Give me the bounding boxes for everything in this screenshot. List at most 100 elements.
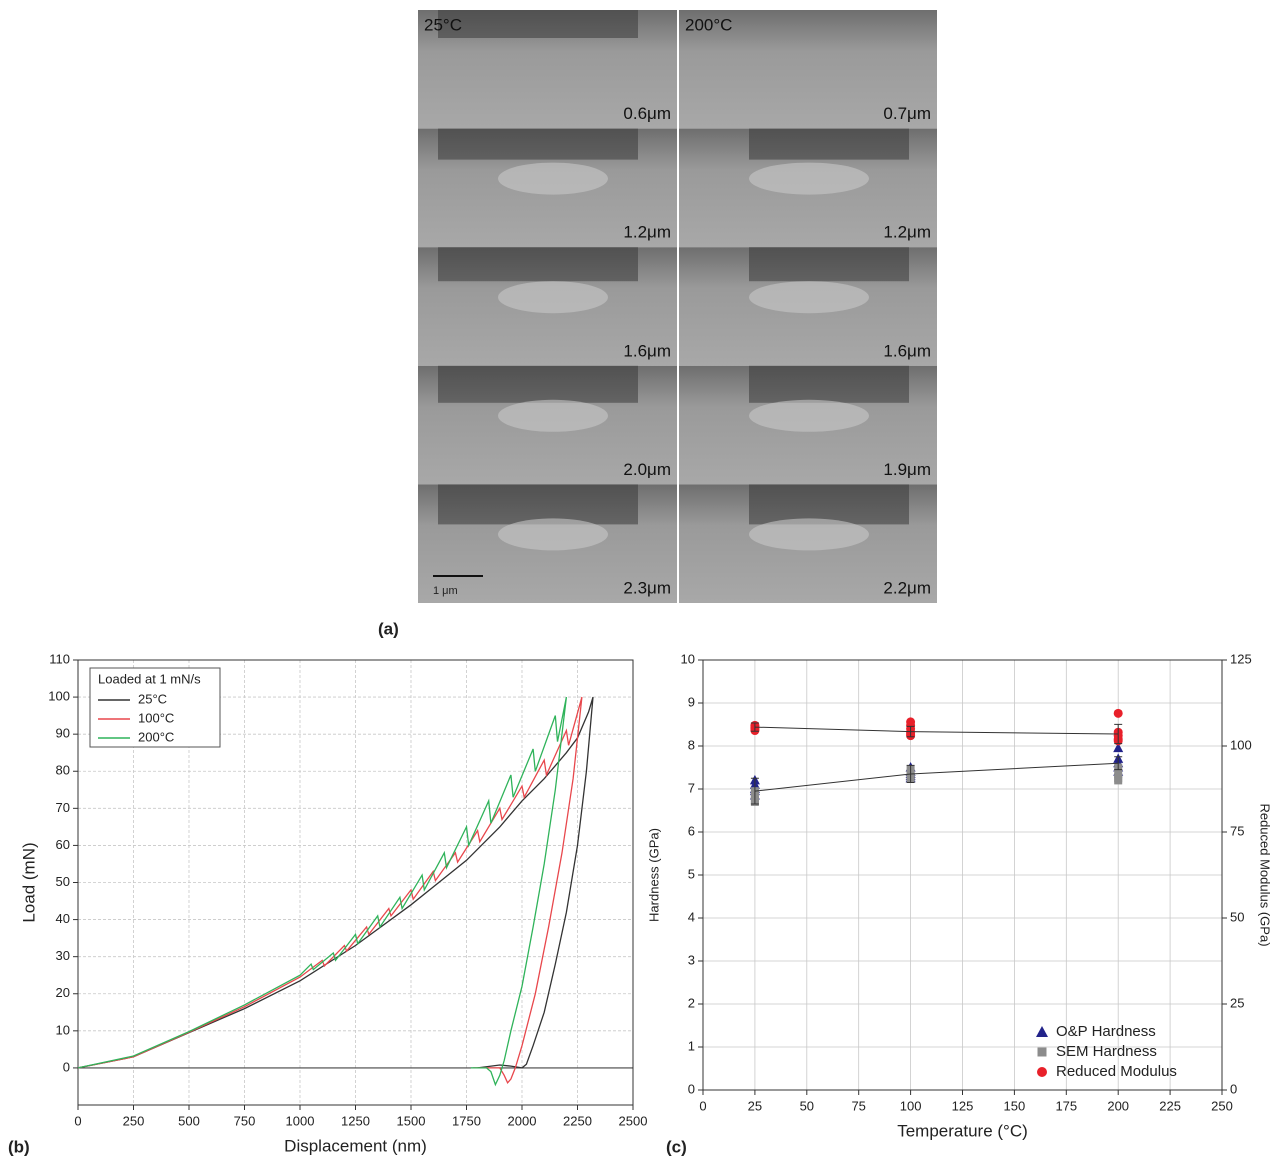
- y-tick-label: 9: [688, 694, 695, 709]
- x-tick-label: 225: [1159, 1098, 1181, 1113]
- x-tick-label: 150: [1004, 1098, 1026, 1113]
- x-tick-label: 1250: [341, 1113, 370, 1128]
- panel-label: (c): [666, 1137, 687, 1156]
- indent-shadow: [749, 247, 909, 282]
- x-axis-title: Displacement (nm): [284, 1136, 427, 1155]
- error-bar: [906, 725, 915, 738]
- legend-swatch: [1037, 1047, 1047, 1057]
- x-tick-label: 100: [900, 1098, 922, 1113]
- column-title: 25°C: [424, 15, 462, 34]
- legend-box: [89, 667, 221, 748]
- x-tick-label: 1500: [397, 1113, 426, 1128]
- pileup: [498, 518, 608, 551]
- pileup: [749, 399, 869, 432]
- y-tick-label: 70: [56, 800, 70, 815]
- indent-shadow: [749, 128, 909, 160]
- x-tick-label: 250: [1211, 1098, 1233, 1113]
- legend-label: Reduced Modulus: [1056, 1063, 1177, 1080]
- y2-tick-label: 75: [1230, 823, 1244, 838]
- x-tick-label: 2000: [508, 1113, 537, 1128]
- y-tick-label: 50: [56, 874, 70, 889]
- plot-frame: [702, 659, 1223, 1091]
- panel-label: (a): [378, 619, 399, 638]
- x-tick-label: 2500: [619, 1113, 648, 1128]
- y2-tick-label: 125: [1230, 651, 1252, 666]
- y-tick-label: 2: [688, 995, 695, 1010]
- plot-frame: [77, 659, 634, 1106]
- series-line: [77, 696, 583, 1084]
- x-tick-label: 75: [851, 1098, 865, 1113]
- legend-label: 25°C: [138, 691, 167, 706]
- x-tick-label: 1750: [452, 1113, 481, 1128]
- x-axis-title: Temperature (°C): [897, 1121, 1028, 1140]
- pileup: [498, 399, 608, 432]
- depth-label: 2.0μm: [623, 460, 671, 479]
- x-tick-label: 750: [234, 1113, 256, 1128]
- y2-tick-label: 25: [1230, 995, 1244, 1010]
- x-tick-label: 250: [123, 1113, 145, 1128]
- pileup: [749, 518, 869, 551]
- point: [1114, 776, 1123, 785]
- series-line: [754, 762, 1119, 792]
- indent-shadow: [438, 484, 638, 525]
- x-tick-label: 50: [800, 1098, 814, 1113]
- legend-label: 100°C: [138, 710, 174, 725]
- x-tick-label: 1000: [286, 1113, 315, 1128]
- error-bar: [750, 722, 759, 732]
- y-tick-label: 100: [48, 689, 70, 704]
- error-bar: [1114, 756, 1123, 771]
- y2-axis-title: Reduced Modulus (GPa): [1258, 803, 1273, 946]
- x-tick-label: 200: [1107, 1098, 1129, 1113]
- y2-tick-label: 0: [1230, 1081, 1237, 1096]
- pileup: [498, 162, 608, 195]
- y-tick-label: 110: [49, 651, 70, 666]
- legend-swatch: [1036, 1026, 1048, 1037]
- legend-title: Loaded at 1 mN/s: [98, 671, 201, 686]
- y-tick-label: 20: [56, 985, 70, 1000]
- indent-shadow: [438, 365, 638, 403]
- point: [1113, 742, 1124, 753]
- pileup: [749, 162, 869, 195]
- panel-label: (b): [8, 1137, 30, 1156]
- depth-label: 0.6μm: [623, 104, 671, 123]
- x-tick-label: 175: [1055, 1098, 1077, 1113]
- x-tick-label: 0: [74, 1113, 81, 1128]
- series-line: [77, 696, 594, 1069]
- indent-shadow: [749, 484, 909, 525]
- x-tick-label: 25: [748, 1098, 762, 1113]
- depth-label: 2.3μm: [623, 578, 671, 597]
- y-tick-label: 30: [56, 948, 70, 963]
- x-tick-label: 500: [178, 1113, 200, 1128]
- depth-label: 1.2μm: [623, 223, 671, 242]
- y-tick-label: 0: [688, 1081, 695, 1096]
- depth-label: 1.2μm: [883, 223, 931, 242]
- legend-label: O&P Hardness: [1056, 1023, 1156, 1040]
- y-tick-label: 80: [56, 763, 70, 778]
- sem-panel: 0.6μm 1.2μm 1.6μm 2.0μm 2.3μm 25°C 0.7μm 1.2μm 1…: [418, 10, 937, 603]
- indent-shadow: [438, 128, 638, 160]
- pileup: [498, 281, 608, 314]
- depth-label: 1.6μm: [883, 341, 931, 360]
- y-tick-label: 40: [56, 911, 70, 926]
- point: [1114, 769, 1123, 778]
- point: [1113, 708, 1123, 718]
- depth-label: 1.9μm: [883, 460, 931, 479]
- y-tick-label: 0: [63, 1059, 70, 1074]
- y-tick-label: 1: [688, 1038, 695, 1053]
- y-tick-label: 60: [56, 837, 70, 852]
- indent-shadow: [438, 247, 638, 282]
- legend-swatch: [1037, 1067, 1047, 1077]
- column-title: 200°C: [685, 15, 732, 34]
- legend-label: SEM Hardness: [1056, 1043, 1157, 1060]
- y-tick-label: 6: [688, 823, 695, 838]
- y2-tick-label: 100: [1230, 737, 1252, 752]
- x-tick-label: 2250: [563, 1113, 592, 1128]
- x-tick-label: 125: [952, 1098, 974, 1113]
- legend-label: 200°C: [138, 729, 174, 744]
- y-tick-label: 4: [688, 909, 695, 924]
- depth-label: 2.2μm: [883, 578, 931, 597]
- series-line: [754, 726, 1119, 735]
- y-tick-label: 90: [56, 726, 70, 741]
- y-tick-label: 3: [688, 952, 695, 967]
